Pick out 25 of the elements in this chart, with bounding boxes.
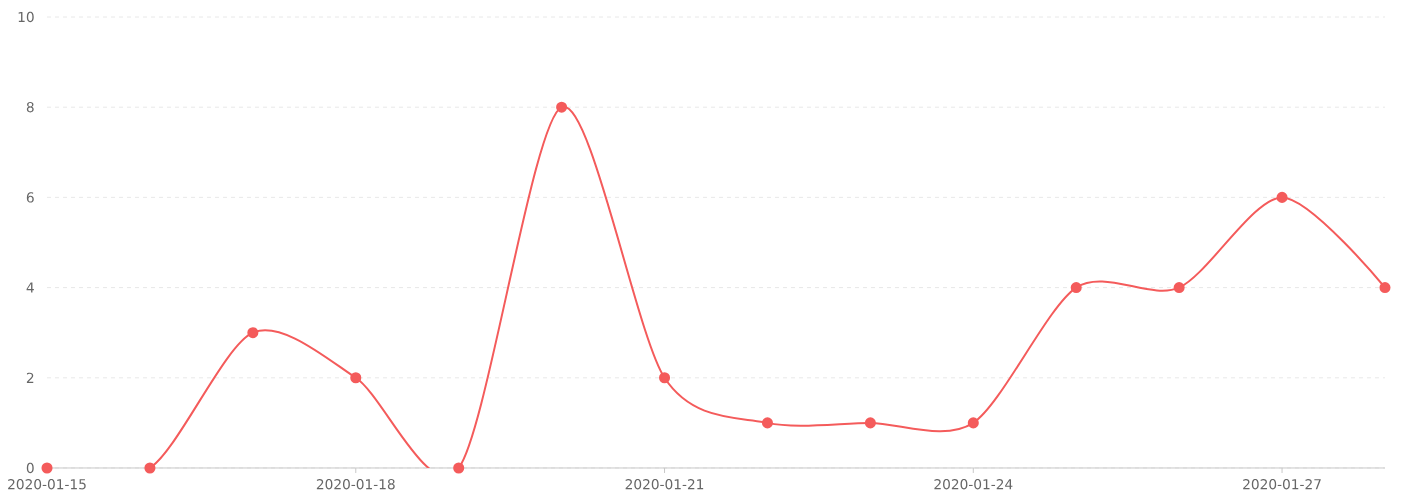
x-tick-label: 2020-01-27: [1243, 479, 1321, 490]
point: [1379, 282, 1391, 294]
y-tick-label: 6: [26, 192, 34, 203]
point: [41, 462, 53, 474]
y-tick-label: 0: [26, 462, 34, 474]
point: [247, 327, 259, 339]
point: [1070, 282, 1082, 294]
point: [144, 462, 156, 474]
point: [761, 417, 773, 429]
point: [1276, 191, 1288, 203]
y-tick-label: 10: [18, 11, 34, 23]
y-tick-label: 2: [26, 372, 34, 383]
y-tick-label: 4: [26, 282, 34, 293]
point: [453, 462, 465, 474]
point: [556, 101, 568, 113]
x-tick-label: 2020-01-21: [625, 479, 704, 490]
y-tick-label: 8: [26, 101, 34, 113]
x-tick-label: 2020-01-15: [8, 479, 86, 490]
point: [1173, 282, 1185, 294]
x-tick-label: 2020-01-18: [316, 479, 395, 490]
point: [659, 372, 671, 384]
x-tick-label: 2020-01-24: [934, 479, 1013, 490]
point: [864, 417, 876, 429]
point: [967, 417, 979, 429]
point: [350, 372, 362, 384]
